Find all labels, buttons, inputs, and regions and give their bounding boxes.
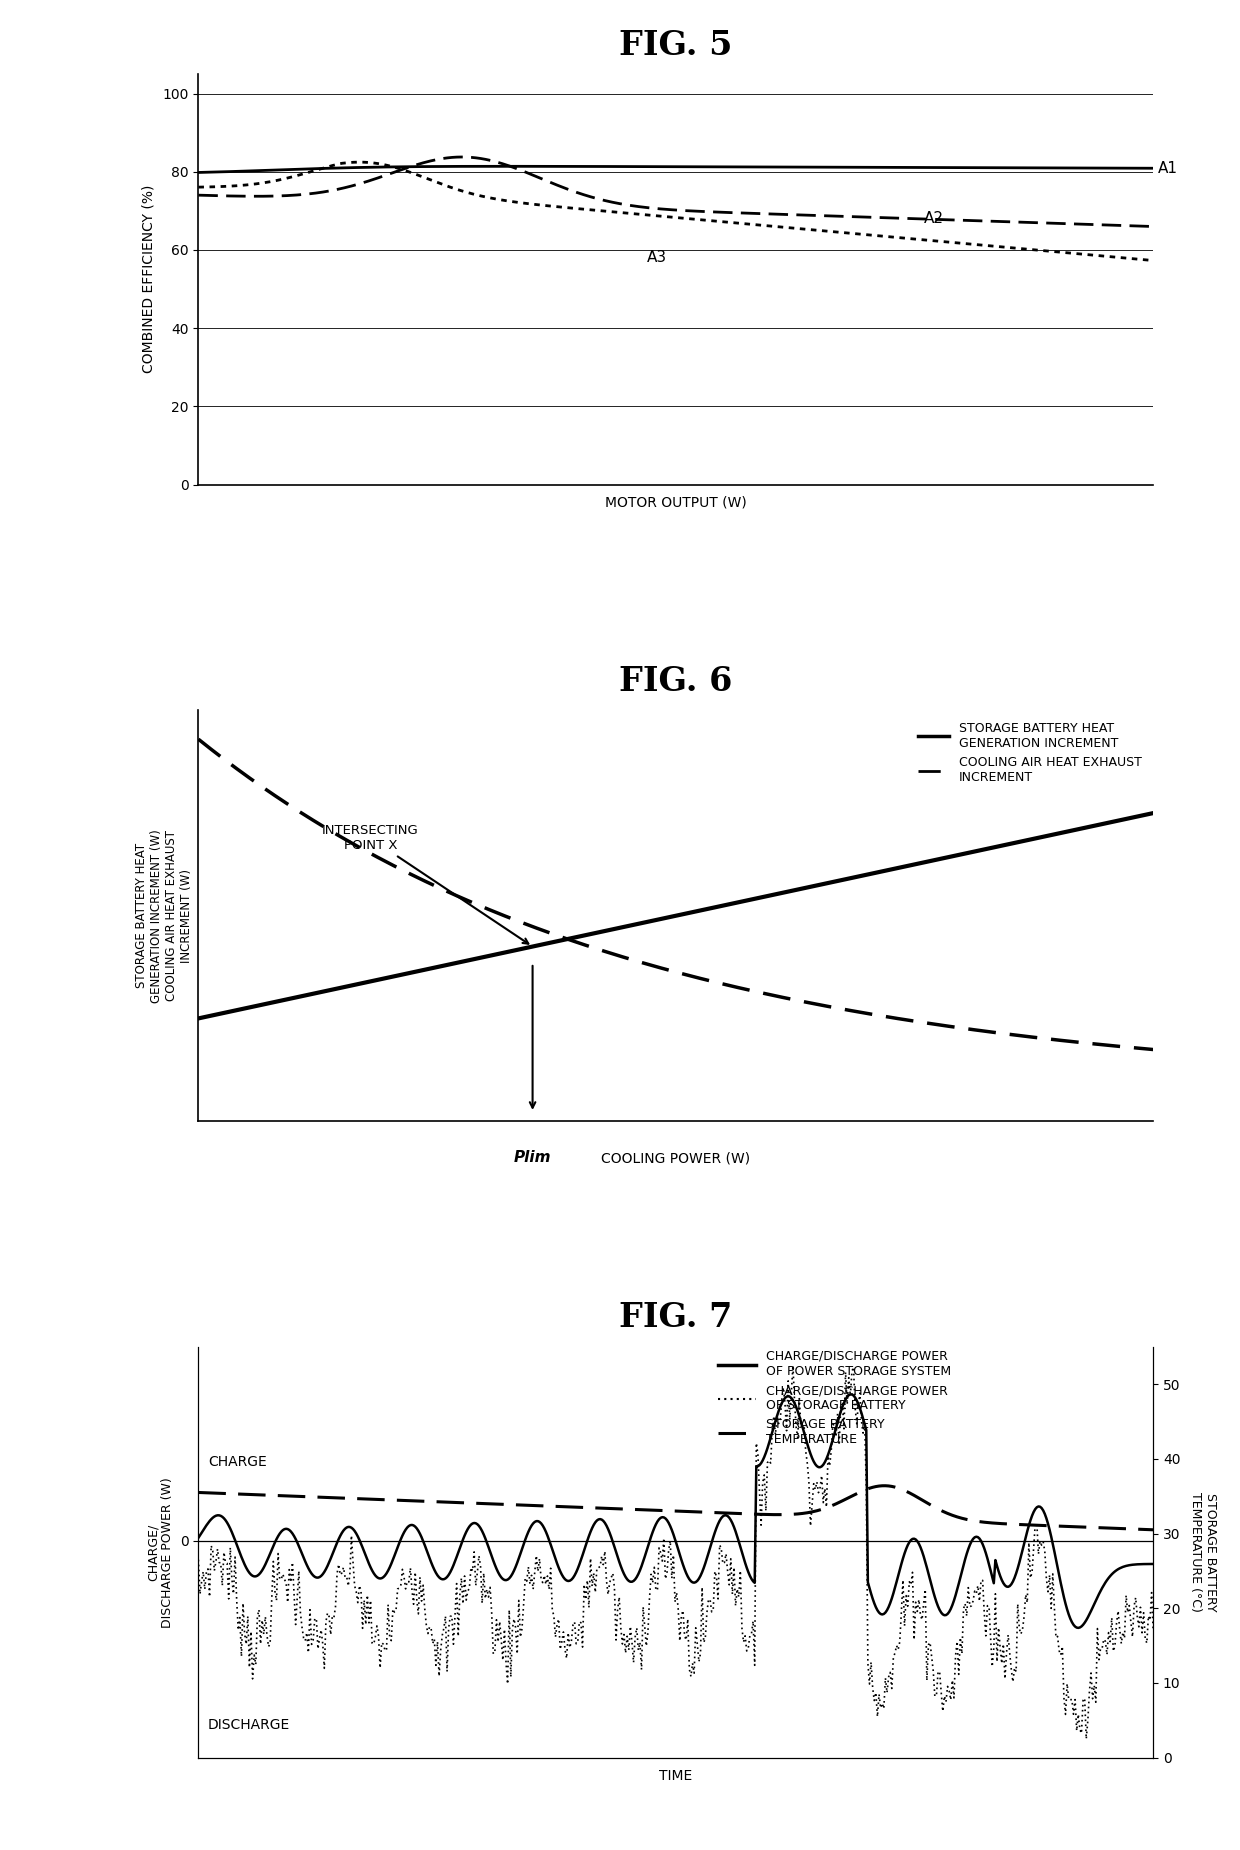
Y-axis label: CHARGE/
DISCHARGE POWER (W): CHARGE/ DISCHARGE POWER (W) [146,1476,175,1628]
Text: INTERSECTING
POINT X: INTERSECTING POINT X [322,823,528,944]
Title: FIG. 5: FIG. 5 [619,28,733,61]
X-axis label: TIME: TIME [660,1769,692,1783]
Title: FIG. 7: FIG. 7 [619,1301,733,1334]
Legend: CHARGE/DISCHARGE POWER
OF POWER STORAGE SYSTEM, CHARGE/DISCHARGE POWER
OF STORAG: CHARGE/DISCHARGE POWER OF POWER STORAGE … [713,1345,956,1452]
Y-axis label: STORAGE BATTERY
TEMPERATURE (°C): STORAGE BATTERY TEMPERATURE (°C) [1189,1493,1216,1611]
X-axis label: COOLING POWER (W): COOLING POWER (W) [601,1151,750,1166]
Text: Plim: Plim [513,1151,552,1166]
Text: A2: A2 [924,211,944,226]
Legend: STORAGE BATTERY HEAT
GENERATION INCREMENT, COOLING AIR HEAT EXHAUST
INCREMENT: STORAGE BATTERY HEAT GENERATION INCREMEN… [913,716,1147,788]
Text: A1: A1 [1158,161,1178,176]
Y-axis label: COMBINED EFFICIENCY (%): COMBINED EFFICIENCY (%) [141,185,155,374]
X-axis label: MOTOR OUTPUT (W): MOTOR OUTPUT (W) [605,496,746,511]
Title: FIG. 6: FIG. 6 [619,664,733,697]
Y-axis label: STORAGE BATTERY HEAT
GENERATION INCREMENT (W)
COOLING AIR HEAT EXHAUST
INCREMENT: STORAGE BATTERY HEAT GENERATION INCREMEN… [135,829,193,1003]
Text: A3: A3 [647,250,667,265]
Text: DISCHARGE: DISCHARGE [208,1717,290,1732]
Text: CHARGE: CHARGE [208,1454,267,1469]
